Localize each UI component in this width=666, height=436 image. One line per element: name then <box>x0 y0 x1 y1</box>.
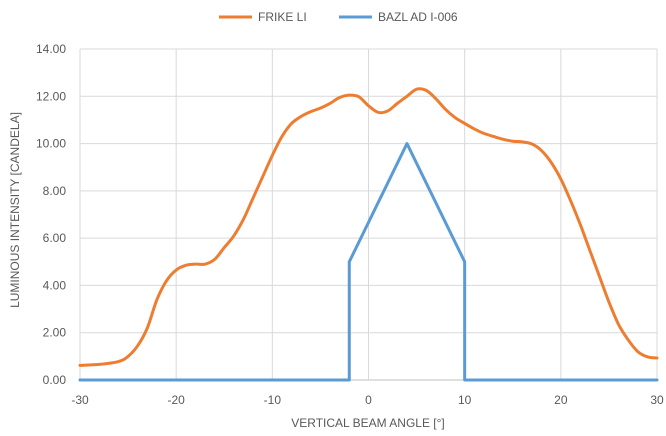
y-tick-label: 4.00 <box>43 278 67 292</box>
y-axis-title: LUMINOUS INTENSITY [CANDELA] <box>8 112 22 308</box>
x-tick-label: -10 <box>264 393 282 407</box>
x-tick-label: 10 <box>458 393 472 407</box>
y-tick-label: 0.00 <box>43 373 67 387</box>
x-tick-label: 20 <box>554 393 568 407</box>
x-tick-label: 30 <box>650 393 664 407</box>
series-line-1 <box>78 87 659 367</box>
legend: FRIKE LI BAZL AD I-006 <box>219 10 458 24</box>
y-axis-ticks: 0.00 2.00 4.00 6.00 8.00 10.00 12.00 14.00 <box>36 42 66 387</box>
gridlines <box>79 48 658 381</box>
y-tick-label: 6.00 <box>43 231 67 245</box>
y-tick-label: 10.00 <box>36 137 66 151</box>
legend-label-series-2: BAZL AD I-006 <box>378 10 458 24</box>
x-axis-title: VERTICAL BEAM ANGLE [°] <box>291 416 445 430</box>
legend-label-series-1: FRIKE LI <box>258 10 307 24</box>
x-tick-label: -30 <box>71 393 89 407</box>
y-tick-label: 8.00 <box>43 184 67 198</box>
y-tick-label: 14.00 <box>36 42 66 56</box>
x-axis-ticks: -30 -20 -10 0 10 20 30 <box>71 393 664 407</box>
x-tick-label: 0 <box>365 393 372 407</box>
y-tick-label: 12.00 <box>36 89 66 103</box>
x-tick-label: -20 <box>167 393 185 407</box>
series-group <box>78 87 659 382</box>
y-tick-label: 2.00 <box>43 326 67 340</box>
series-line-2 <box>78 142 659 382</box>
